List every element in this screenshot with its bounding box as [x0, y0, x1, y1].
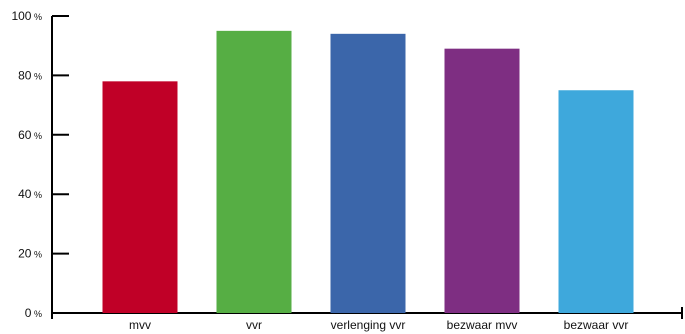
y-tick-unit: %: [31, 250, 42, 260]
x-tick-label: verlenging vvr: [331, 318, 406, 332]
bar-mvv: [102, 81, 178, 313]
y-tick-unit: %: [31, 71, 42, 81]
y-tick-unit: %: [31, 131, 42, 141]
x-tick-label: bezwaar vvr: [564, 318, 629, 332]
y-tick-label: 20 %: [18, 247, 42, 261]
y-tick-value: 40: [18, 187, 32, 201]
y-tick-label: 40 %: [18, 187, 42, 201]
y-tick-value: 60: [18, 128, 32, 142]
category-labels: mvv vvr verlenging vvr bezwaar mvv bezwaar v…: [129, 318, 628, 332]
y-tick-value: 80: [18, 68, 32, 82]
y-tick-value: 0: [25, 306, 32, 320]
y-tick-unit: %: [31, 190, 42, 200]
y-tick-label: 80 %: [18, 68, 42, 82]
y-axis: 0 %20 %40 %60 %80 %100 %: [11, 9, 69, 320]
y-tick-value: 20: [18, 247, 32, 261]
bar-verlenging-vvr: [330, 33, 406, 313]
x-tick-label: mvv: [129, 318, 151, 332]
x-tick-label: vvr: [246, 318, 262, 332]
y-tick-label: 0 %: [25, 306, 42, 320]
x-tick-label: bezwaar mvv: [447, 318, 518, 332]
y-tick-value: 100: [11, 9, 31, 23]
y-tick-unit: %: [31, 12, 42, 22]
bar-vvr: [216, 30, 292, 313]
y-tick-unit: %: [31, 309, 42, 319]
y-tick-label: 100 %: [11, 9, 42, 23]
y-tick-label: 60 %: [18, 128, 42, 142]
bars: [102, 30, 634, 314]
bar-bezwaar-vvr: [558, 90, 634, 313]
bar-bezwaar-mvv: [444, 48, 520, 314]
